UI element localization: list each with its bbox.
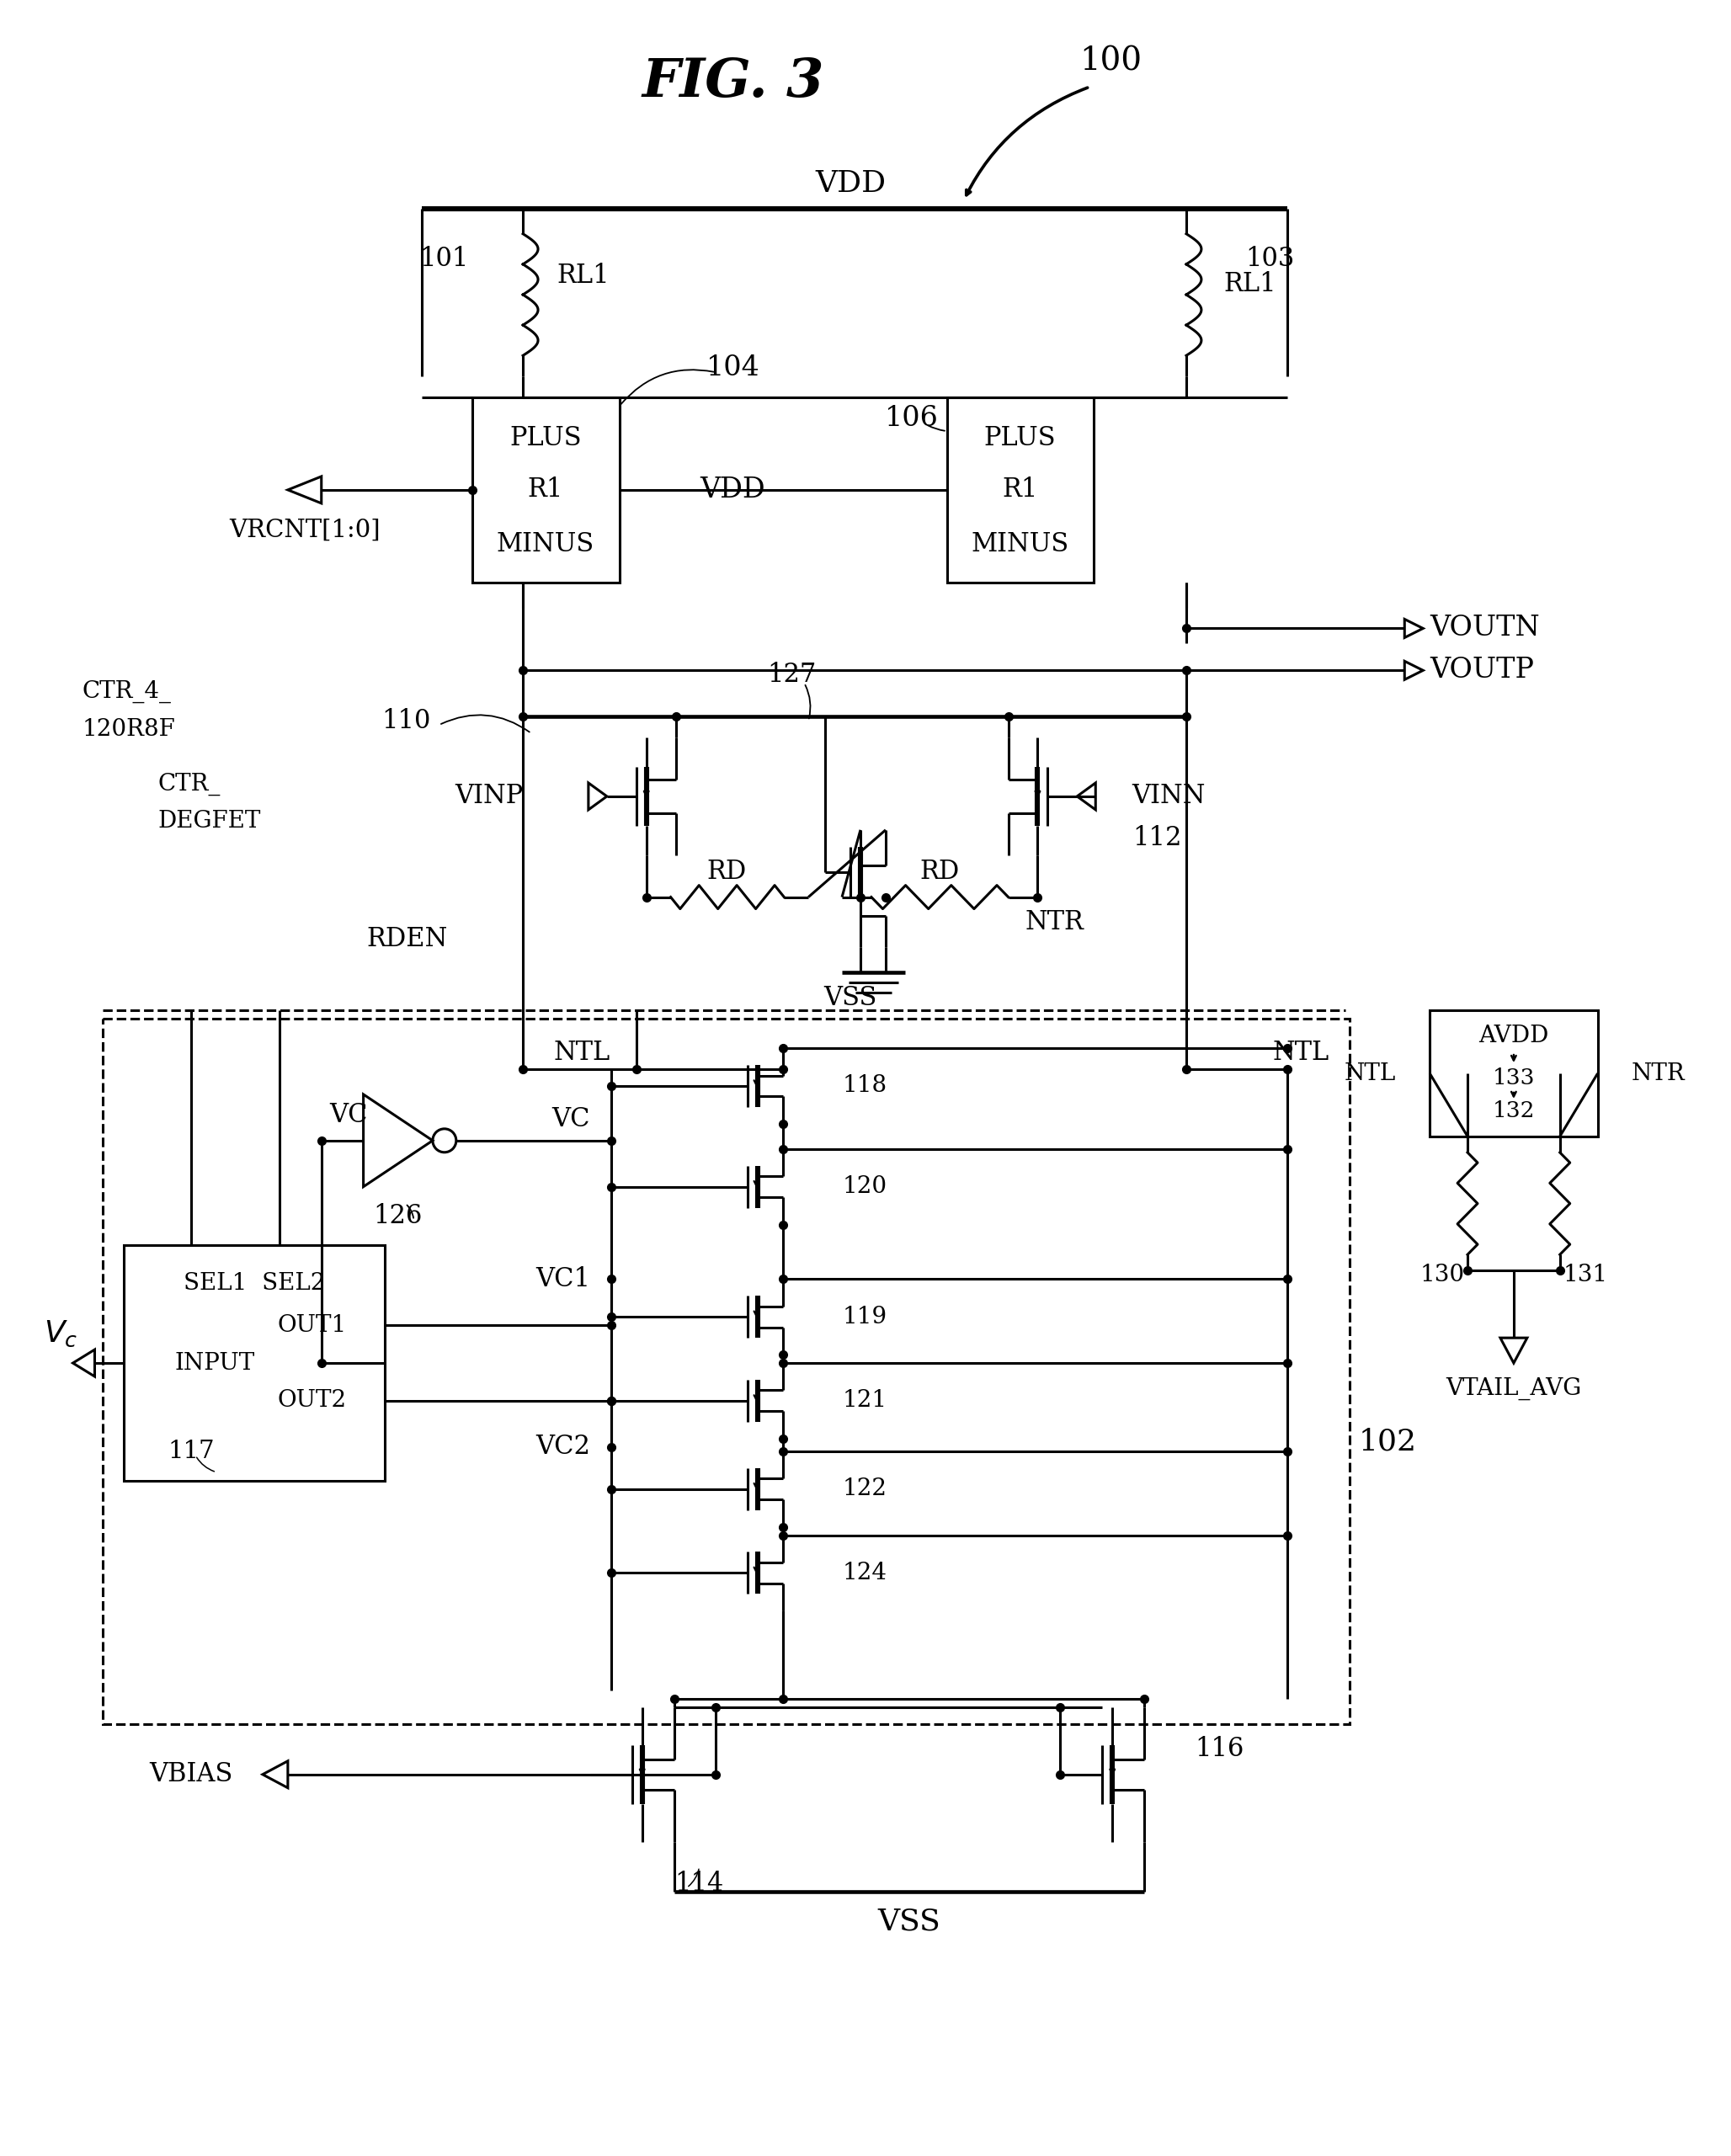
Text: 117: 117 [168, 1440, 215, 1464]
Text: PLUS: PLUS [983, 425, 1056, 451]
Bar [104, 1020, 1350, 1725]
Text: CTR_: CTR_ [158, 772, 220, 796]
Text: VDD: VDD [815, 168, 886, 198]
Bar [473, 397, 620, 582]
Text: 120: 120 [841, 1175, 886, 1199]
Text: NTR: NTR [1025, 910, 1084, 936]
Text: MINUS: MINUS [497, 530, 594, 558]
Text: 110: 110 [381, 707, 431, 733]
Text: VSS: VSS [824, 985, 878, 1011]
Text: VINP: VINP [455, 783, 523, 808]
Text: AVDD: AVDD [1478, 1024, 1549, 1048]
Text: 127: 127 [767, 662, 817, 688]
Text: VBIAS: VBIAS [149, 1761, 234, 1787]
Text: 112: 112 [1132, 826, 1182, 852]
Text: RDEN: RDEN [367, 925, 447, 953]
Text: 106: 106 [885, 405, 938, 431]
Text: VTAIL_AVG: VTAIL_AVG [1445, 1378, 1582, 1399]
Text: OUT2: OUT2 [277, 1388, 346, 1412]
Text: NTL: NTL [554, 1039, 609, 1065]
Text: VC: VC [552, 1106, 590, 1132]
Text: VOUTN: VOUTN [1430, 614, 1541, 642]
Text: PLUS: PLUS [509, 425, 582, 451]
Text: R1: R1 [1002, 476, 1039, 502]
Text: FIG. 3: FIG. 3 [642, 56, 824, 108]
Text: 124: 124 [841, 1561, 886, 1585]
Text: 119: 119 [841, 1307, 886, 1328]
Text: 100: 100 [1080, 45, 1142, 78]
Text: 130: 130 [1419, 1263, 1464, 1287]
Text: NTR: NTR [1631, 1063, 1684, 1084]
Text: 114: 114 [675, 1871, 724, 1897]
Text: RD: RD [919, 858, 959, 884]
Text: DEGFET: DEGFET [158, 811, 261, 832]
Text: 116: 116 [1194, 1736, 1245, 1761]
Text: OUT1: OUT1 [277, 1313, 346, 1337]
Bar [947, 397, 1094, 582]
Text: 131: 131 [1563, 1263, 1608, 1287]
Text: 121: 121 [841, 1388, 886, 1412]
Text: VSS: VSS [878, 1908, 940, 1936]
Text: MINUS: MINUS [971, 530, 1070, 558]
Text: NTL: NTL [1272, 1039, 1329, 1065]
Text: 122: 122 [841, 1477, 886, 1501]
Text: VOUTP: VOUTP [1430, 658, 1534, 683]
Text: CTR_4_: CTR_4_ [81, 679, 171, 703]
Text: 132: 132 [1492, 1102, 1535, 1121]
Text: SEL1  SEL2: SEL1 SEL2 [183, 1272, 325, 1294]
Text: VINN: VINN [1132, 783, 1205, 808]
Text: VRCNT[1:0]: VRCNT[1:0] [228, 517, 381, 541]
Text: 104: 104 [706, 356, 760, 382]
Text: VC1: VC1 [535, 1266, 590, 1291]
Text: 126: 126 [374, 1203, 422, 1229]
Text: 118: 118 [841, 1074, 886, 1097]
Text: NTL: NTL [1345, 1063, 1397, 1084]
Text: R1: R1 [528, 476, 563, 502]
Text: VDD: VDD [699, 476, 765, 502]
Text: 102: 102 [1359, 1427, 1416, 1455]
Bar [1430, 1011, 1598, 1136]
Text: RD: RD [706, 858, 746, 884]
Text: VC: VC [331, 1102, 369, 1128]
Text: 103: 103 [1245, 246, 1295, 272]
Text: RL1: RL1 [1224, 272, 1277, 298]
Text: 120R8F: 120R8F [81, 718, 175, 740]
Text: 101: 101 [419, 246, 469, 272]
Bar [125, 1246, 384, 1481]
Text: VC2: VC2 [535, 1434, 590, 1460]
Text: INPUT: INPUT [175, 1352, 254, 1373]
Text: 133: 133 [1492, 1067, 1535, 1089]
Text: RL1: RL1 [556, 263, 609, 289]
Text: $V_c$: $V_c$ [45, 1319, 78, 1348]
